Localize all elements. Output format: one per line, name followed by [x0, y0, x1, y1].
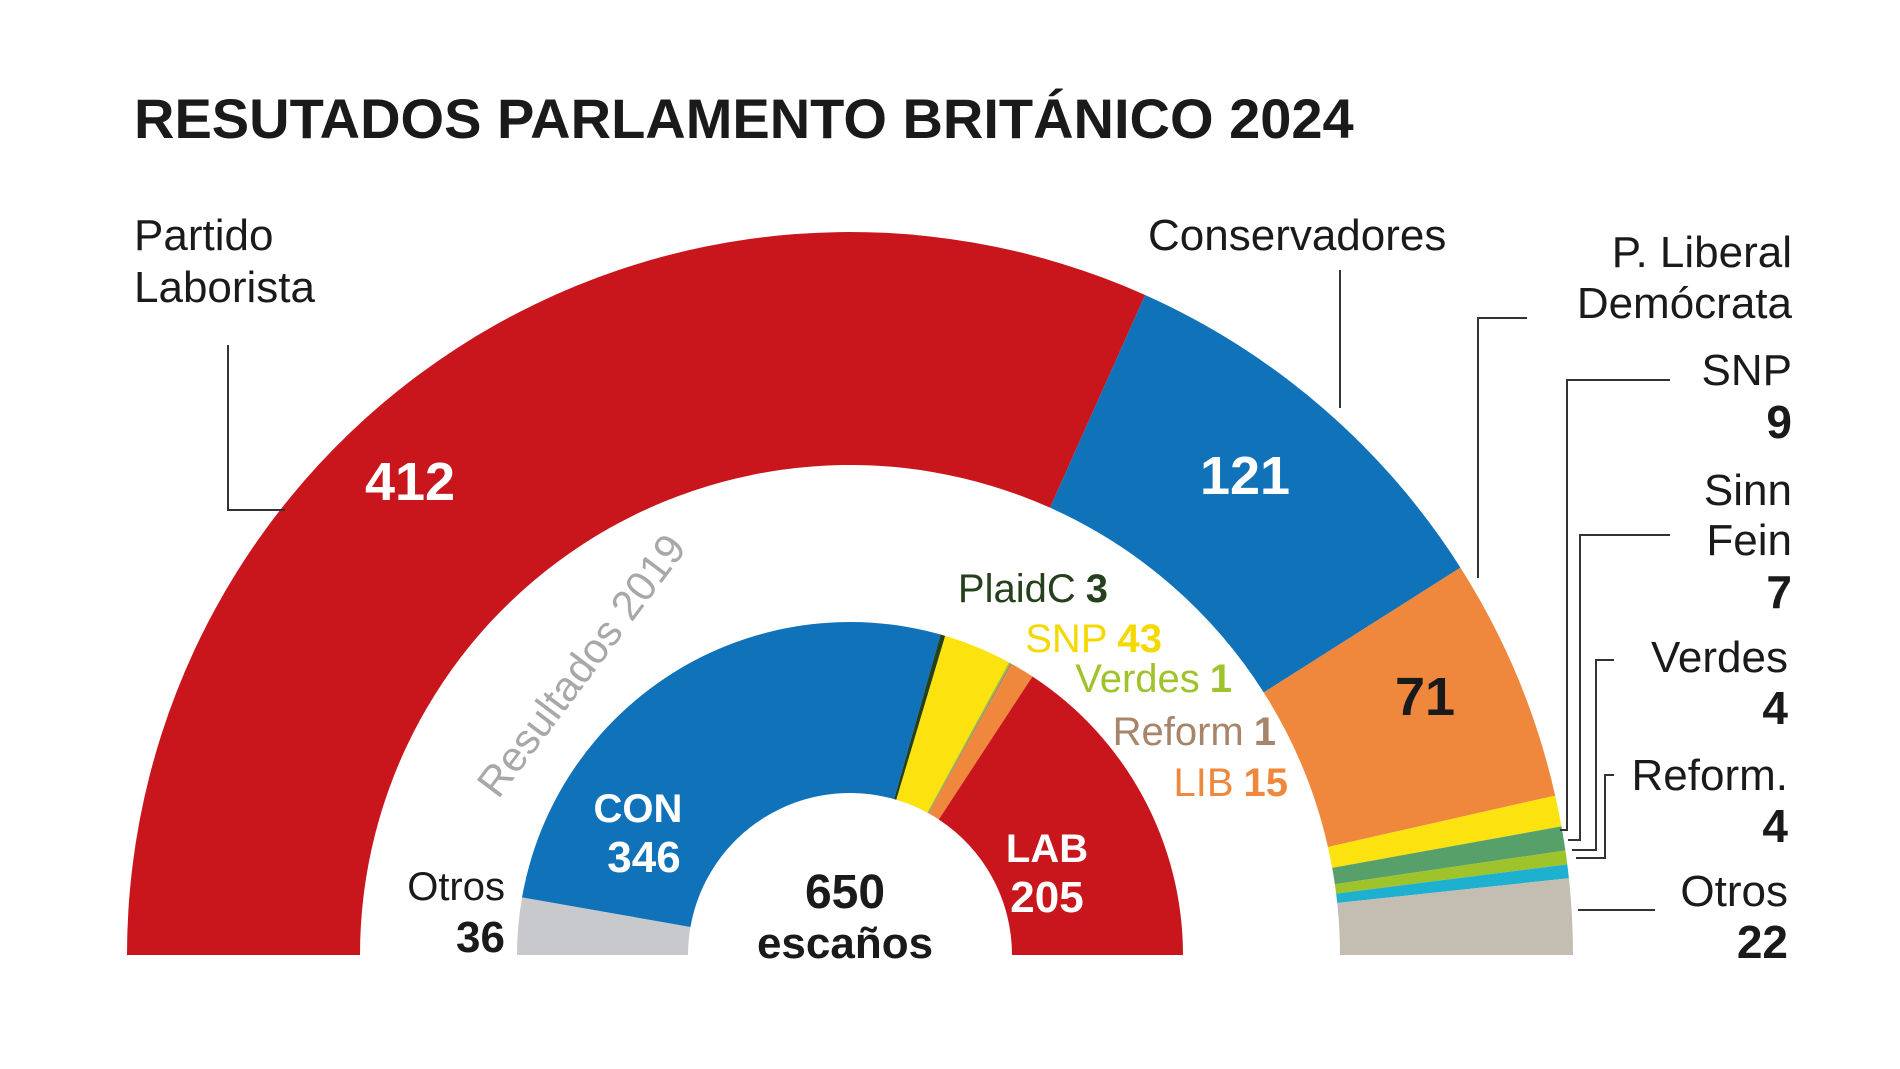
inner-otros-name: Otros [407, 865, 505, 909]
seat-arc-2019-lab [938, 676, 1183, 955]
seat-arc-2019-con [522, 621, 941, 927]
label-sf-name-1: Sinn [1704, 466, 1792, 515]
value-sf-2024: 7 [1766, 566, 1792, 618]
label-sf-name-2: Fein [1706, 516, 1792, 565]
inner-lib-label: LIB 15 [1173, 761, 1288, 805]
inner-plaid-name: PlaidC [958, 567, 1076, 611]
inner-total-value: 650 [805, 866, 885, 919]
inner-reform-value: 1 [1254, 710, 1276, 754]
inner-con-value: 346 [607, 833, 680, 882]
label-otros-name: Otros [1680, 867, 1788, 916]
leader-reform [1576, 774, 1614, 859]
inner-plaid-label: PlaidC 3 [958, 567, 1108, 611]
inner-verdes-name: Verdes [1075, 657, 1200, 701]
value-reform-2024: 4 [1762, 800, 1788, 852]
value-con-2024: 121 [1200, 446, 1290, 506]
inner-otros-value: 36 [456, 913, 505, 962]
outer-ring-2024 [127, 231, 1573, 956]
label-ld-name-2: Demócrata [1577, 279, 1793, 328]
seat-arc-2024-conservadores [1050, 294, 1461, 693]
inner-snp-label: SNP 43 [1025, 617, 1162, 661]
seat-arc-2019-snp [896, 635, 1010, 813]
inner-lab-name: LAB [1006, 827, 1088, 871]
inner-ring-2019 [517, 621, 1183, 955]
value-otros-2024: 22 [1737, 916, 1788, 968]
seat-arc-2024-verdes [1334, 850, 1568, 894]
value-lab-2024: 412 [365, 452, 455, 512]
leader-sf [1568, 534, 1670, 841]
inner-verdes-value: 1 [1210, 657, 1232, 701]
value-verdes-2024: 4 [1762, 682, 1788, 734]
leader-lab [227, 345, 285, 511]
seat-arc-2024-p-liberal-dem-crata [1263, 567, 1556, 847]
seat-arc-2024-partido-laborista [127, 231, 1146, 956]
inner-plaid-value: 3 [1086, 567, 1108, 611]
inner-snp-name: SNP [1025, 617, 1107, 661]
inner-reform-label: Reform 1 [1113, 710, 1276, 754]
seat-arc-2019-verdes [927, 662, 1011, 814]
label-con-name: Conservadores [1148, 211, 1446, 260]
inner-total-unit: escaños [757, 919, 933, 968]
chart-title: RESUTADOS PARLAMENTO BRITÁNICO 2024 [134, 87, 1354, 150]
leader-ld [1477, 317, 1527, 578]
seat-arc-2024-otros [1337, 878, 1573, 955]
outer-labels: Partido Laborista 412 Conservadores 121 … [134, 211, 1793, 968]
leader-snp [1560, 379, 1670, 831]
label-verdes-name: Verdes [1651, 633, 1788, 682]
label-lab-name-2: Laborista [134, 263, 316, 312]
seat-arc-2019-reform [928, 663, 1012, 814]
label-reform-name: Reform. [1632, 751, 1788, 800]
label-lab-name-1: Partido [134, 211, 273, 260]
seat-arc-2024-reform [1336, 864, 1569, 903]
inner-verdes-label: Verdes 1 [1075, 657, 1232, 701]
seat-arc-2019-lib [928, 663, 1033, 820]
value-ld-2024: 71 [1395, 667, 1455, 727]
seat-arc-2024-snp [1327, 795, 1562, 868]
leader-lines [227, 270, 1670, 911]
inner-con-name: CON [594, 787, 683, 831]
inner-lib-name: LIB [1173, 761, 1233, 805]
value-snp-2024: 9 [1766, 396, 1792, 448]
seat-arc-2024-sinn-fein [1332, 826, 1566, 885]
seat-arc-2019-otros [517, 897, 691, 955]
inner-reform-name: Reform [1113, 710, 1244, 754]
label-ld-name-1: P. Liberal [1612, 228, 1792, 277]
label-snp-name: SNP [1702, 346, 1792, 395]
inner-lab-value: 205 [1010, 873, 1083, 922]
leader-verdes [1572, 659, 1614, 851]
seat-arc-2019-plaidc [894, 634, 946, 800]
inner-snp-value: 43 [1118, 617, 1163, 661]
inner-lib-value: 15 [1244, 761, 1289, 805]
